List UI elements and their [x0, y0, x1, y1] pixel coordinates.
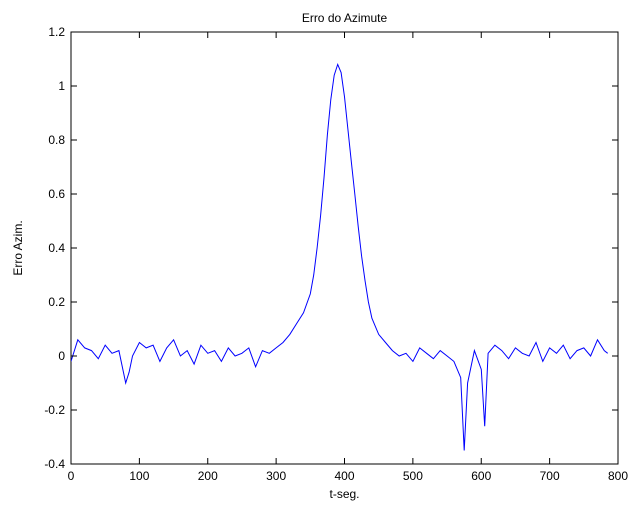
series-line [71, 62, 609, 451]
x-tick-label: 700 [540, 469, 560, 483]
y-tick-label: 0 [58, 349, 65, 363]
x-tick-label: 100 [129, 469, 149, 483]
x-tick-label: 0 [68, 469, 75, 483]
y-tick-label: 0.2 [48, 295, 65, 309]
y-axis-label: Erro Azim. [11, 220, 25, 275]
x-tick-label: 300 [266, 469, 286, 483]
chart-title: Erro do Azimute [302, 11, 388, 25]
y-tick-label: 1.2 [48, 25, 65, 39]
x-tick-label: 600 [471, 469, 491, 483]
y-tick-label: 0.8 [48, 133, 65, 147]
x-axis-label: t-seg. [329, 487, 359, 501]
axes-box [70, 31, 619, 465]
y-tick-label: 0.6 [48, 187, 65, 201]
x-tick-label: 500 [403, 469, 423, 483]
y-tick-label: -0.2 [44, 403, 65, 417]
plot-area: 0 100 200 300 400 500 600 700 800 -0.4 -0.2 0 0.2 0.4… [44, 25, 628, 483]
y-tick-label: 1 [58, 79, 65, 93]
x-tick-label: 200 [198, 469, 218, 483]
x-tick-label: 800 [608, 469, 628, 483]
y-tick-label: -0.4 [44, 457, 65, 471]
x-tick-label: 400 [334, 469, 354, 483]
y-tick-label: 0.4 [48, 241, 65, 255]
axis-ticks: 0 100 200 300 400 500 600 700 800 -0.4 -0.2 0 0.2 0.4… [44, 25, 628, 483]
